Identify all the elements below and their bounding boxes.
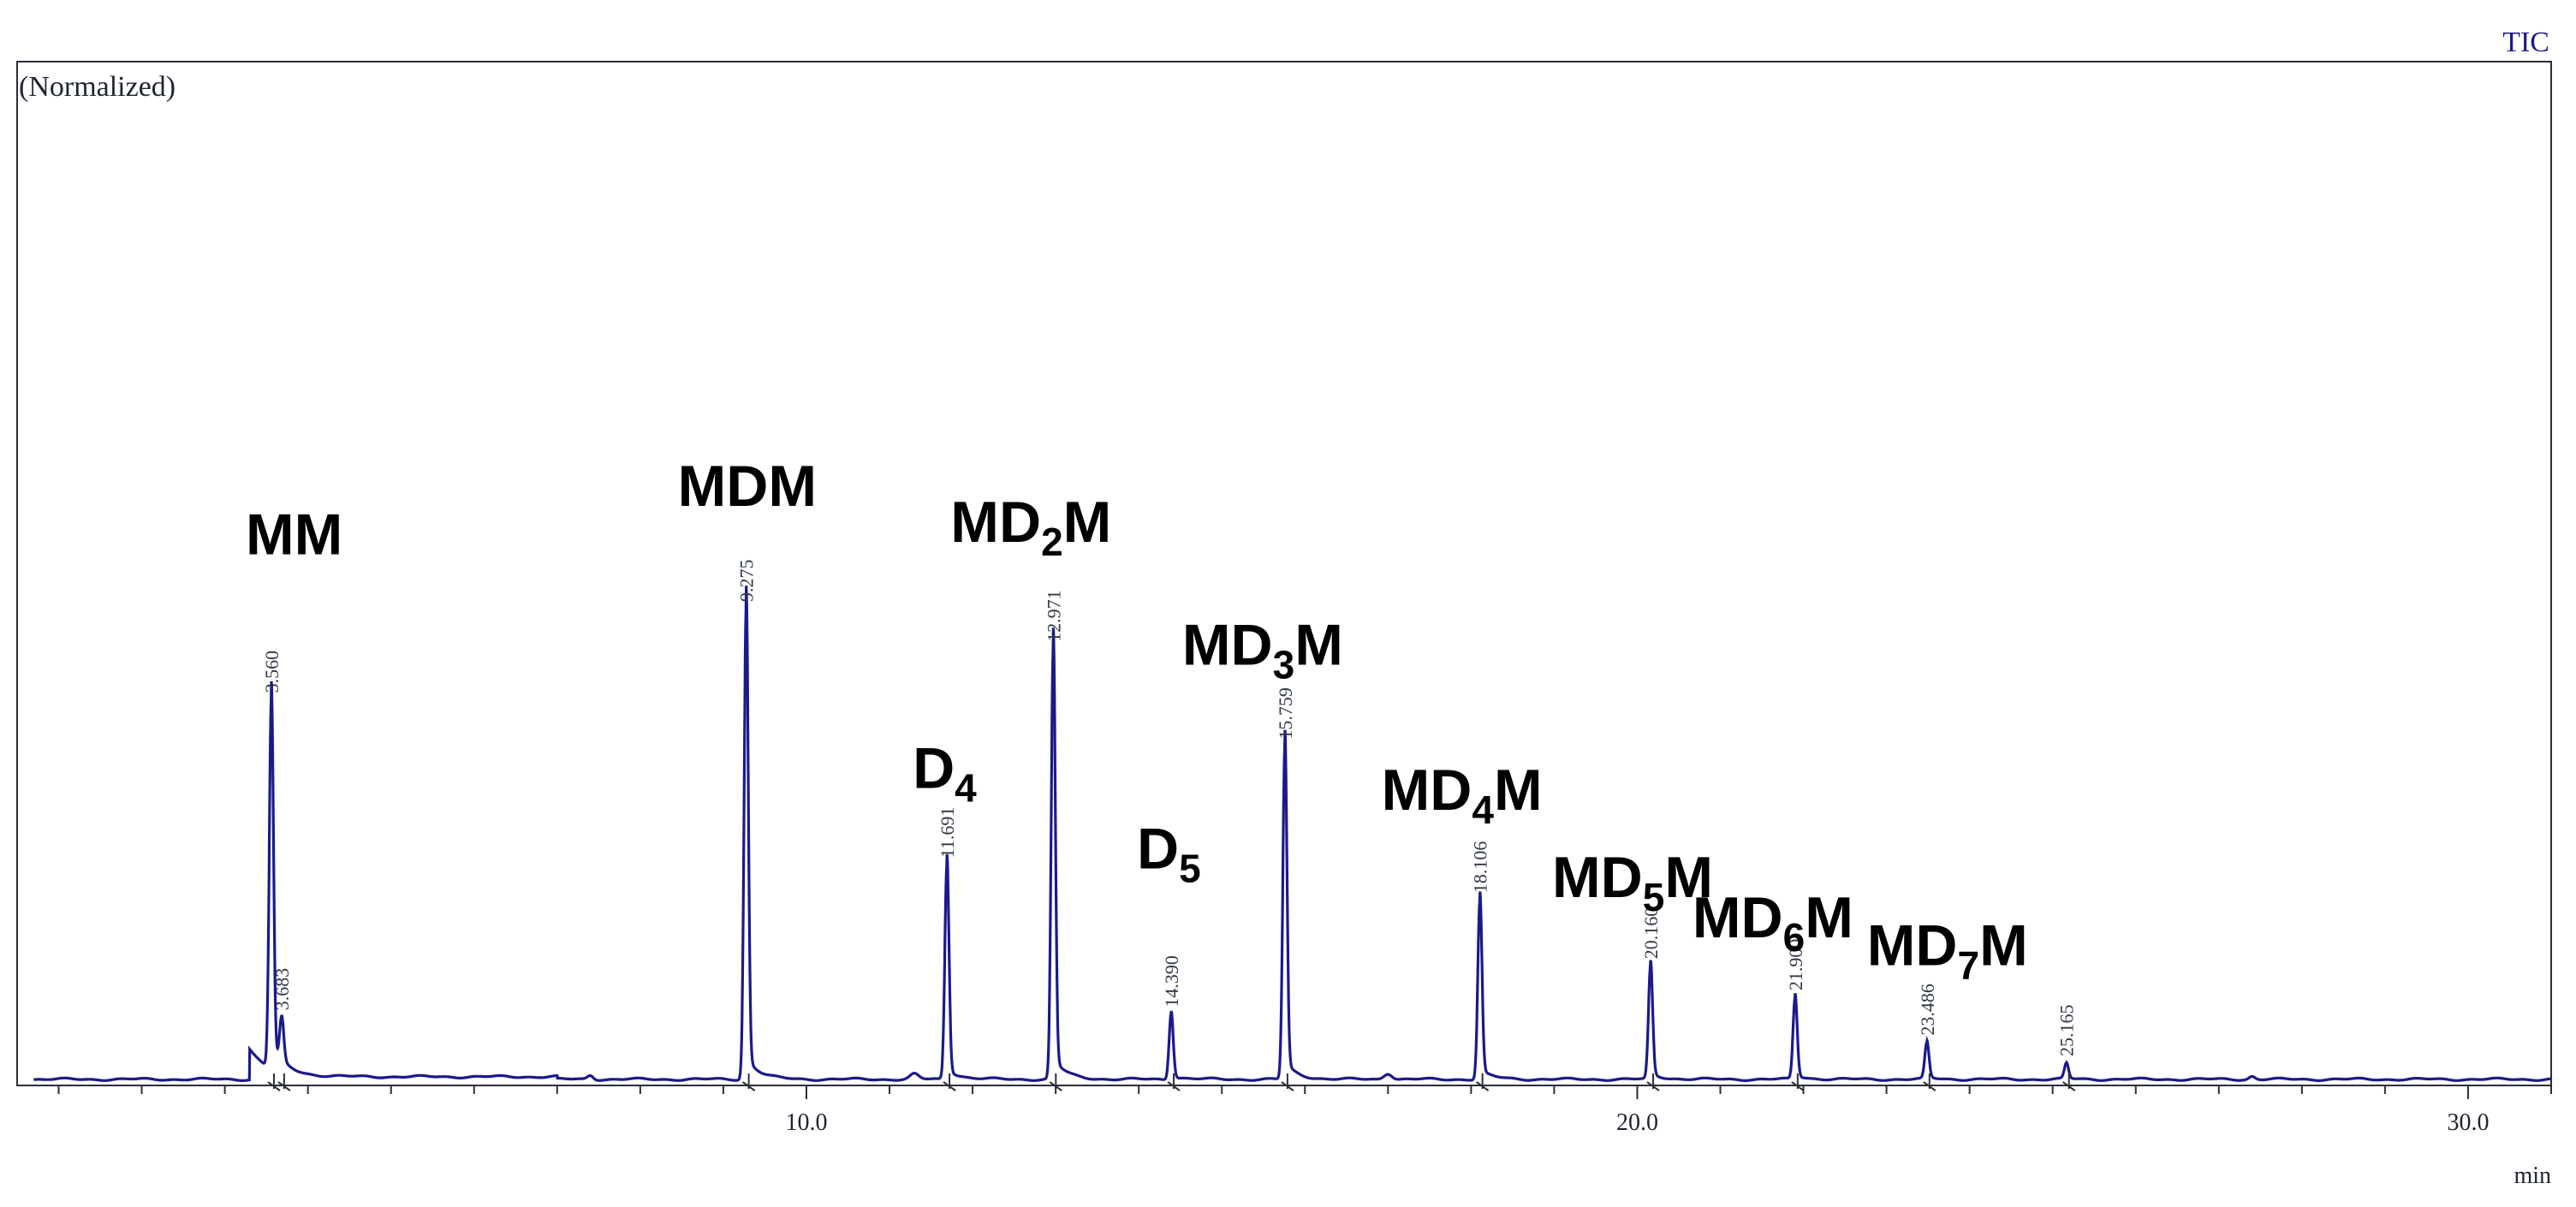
peak-rt-label: 11.691 [937, 807, 958, 859]
peak-rt-label: 18.106 [1470, 841, 1491, 894]
compound-label: D4 [913, 735, 977, 810]
compound-label: D5 [1137, 817, 1201, 891]
compound-label: MD3M [1182, 613, 1343, 687]
trace-label: TIC [2502, 27, 2549, 58]
compound-label: MM [246, 502, 342, 567]
peak-rt-label: 15.759 [1275, 687, 1296, 740]
compound-label: MD2M [950, 490, 1111, 564]
peak-rt-label: 25.165 [2056, 1004, 2078, 1056]
x-tick-label: 20.0 [1616, 1109, 1658, 1136]
compound-label: MD5M [1552, 845, 1713, 919]
tic-trace-line [33, 586, 2551, 1082]
peak-rt-label: 21.900 [1785, 939, 1806, 991]
x-unit-label: min [2514, 1162, 2551, 1189]
peak-rt-label: 3.560 [261, 651, 283, 693]
x-tick-label: 30.0 [2447, 1109, 2489, 1136]
peak-rt-label: 23.486 [1917, 984, 1938, 1036]
peak-rt-label: 12.971 [1043, 590, 1064, 642]
peak-rt-label: 20.160 [1640, 907, 1662, 960]
plot-frame [16, 61, 2552, 1086]
compound-label: MDM [678, 454, 817, 519]
compound-label: MD6M [1693, 885, 1853, 960]
peak-rt-label: 14.390 [1161, 955, 1182, 1008]
peak-rt-label: 3.683 [271, 968, 293, 1011]
normalized-note: (Normalized) [19, 71, 176, 103]
compound-label: MD7M [1867, 913, 2028, 988]
compound-label: MD4M [1382, 758, 1543, 832]
peak-rt-label: 9.275 [736, 560, 758, 603]
x-tick-label: 10.0 [785, 1109, 827, 1136]
